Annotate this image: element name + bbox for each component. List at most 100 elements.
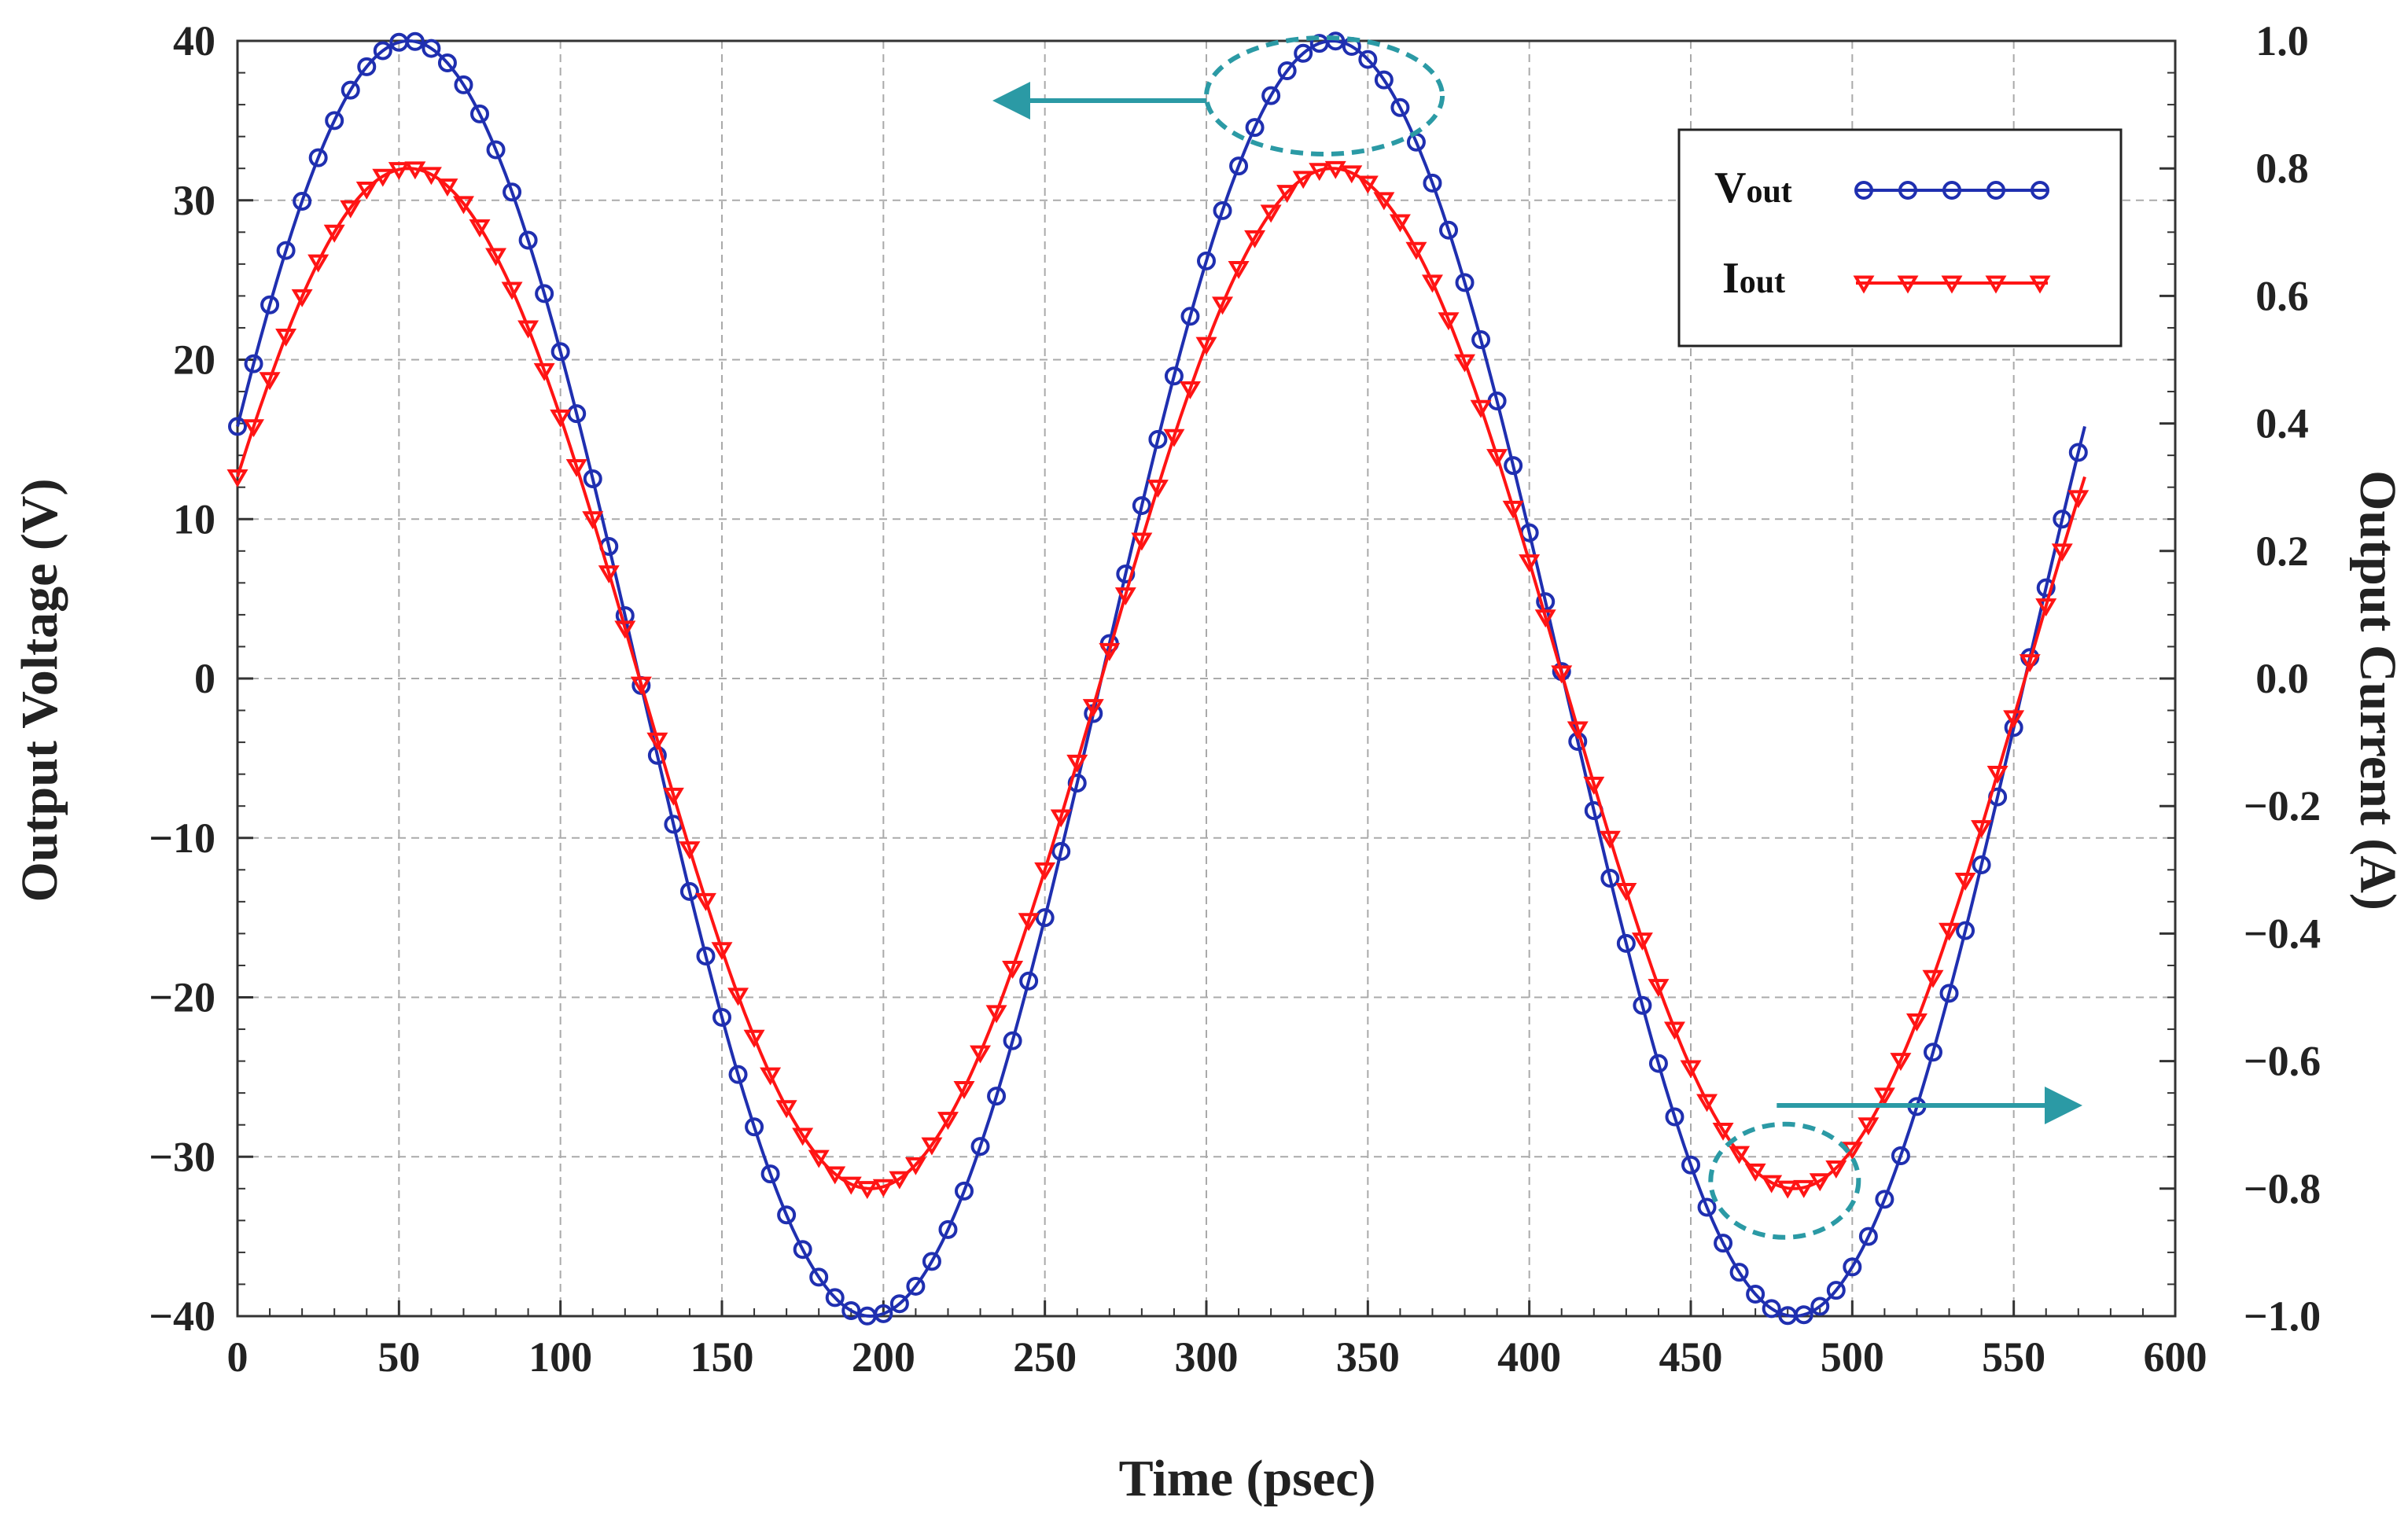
data-point-vout xyxy=(1116,564,1136,583)
data-point-vout xyxy=(1277,61,1297,81)
data-point-iout xyxy=(1018,913,1040,932)
data-point-iout xyxy=(372,168,394,187)
data-point-iout xyxy=(872,1179,894,1197)
data-point-iout xyxy=(953,1081,975,1099)
data-point-vout xyxy=(357,57,377,76)
annotations xyxy=(992,35,2082,1240)
data-point-vout xyxy=(1455,273,1475,292)
y-right-tick-label: 0.0 xyxy=(2255,655,2309,702)
data-point-vout xyxy=(486,140,506,160)
data-point-iout xyxy=(1309,163,1331,182)
data-point-vout xyxy=(535,284,554,303)
data-point-vout xyxy=(1924,1043,1942,1062)
data-point-vout xyxy=(454,75,473,94)
data-point-vout xyxy=(1762,1299,1781,1319)
data-point-iout xyxy=(1292,171,1314,189)
annotation-ellipse-vout xyxy=(1204,35,1445,156)
x-tick-label: 50 xyxy=(377,1333,420,1381)
x-tick-label: 300 xyxy=(1175,1333,1239,1381)
legend-marker-iout xyxy=(1985,275,2007,294)
data-point-vout xyxy=(1003,1031,1022,1050)
data-point-vout xyxy=(728,1065,748,1084)
data-point-vout xyxy=(1294,43,1313,63)
data-point-iout xyxy=(501,281,523,300)
data-point-vout xyxy=(1213,200,1232,220)
y-left-tick-label: 10 xyxy=(173,495,215,542)
data-point-iout xyxy=(662,787,684,806)
data-point-iout xyxy=(679,841,701,860)
data-point-vout xyxy=(308,148,328,167)
data-point-iout xyxy=(2067,490,2090,509)
data-point-vout xyxy=(889,1294,909,1314)
data-point-vout xyxy=(987,1087,1007,1106)
x-tick-label: 100 xyxy=(528,1333,592,1381)
y-left-tick-label: −40 xyxy=(149,1293,215,1340)
data-point-iout xyxy=(1583,776,1605,795)
data-point-iout xyxy=(1195,337,1217,355)
data-point-iout xyxy=(275,328,297,347)
data-point-iout xyxy=(614,620,636,639)
data-point-vout xyxy=(1536,592,1556,612)
data-point-vout xyxy=(276,241,296,260)
data-point-iout xyxy=(1534,609,1556,628)
data-point-iout xyxy=(340,200,362,219)
series-iout xyxy=(226,160,2090,1200)
y-right-tick-label: −0.8 xyxy=(2244,1165,2321,1212)
data-point-iout xyxy=(694,892,716,911)
y-right-tick-label: −0.6 xyxy=(2244,1038,2321,1085)
data-point-iout xyxy=(452,196,474,215)
data-point-vout xyxy=(260,295,280,314)
data-point-iout xyxy=(1502,500,1524,519)
data-point-iout xyxy=(824,1166,846,1185)
data-point-vout xyxy=(567,404,587,424)
x-tick-label: 200 xyxy=(852,1333,915,1381)
x-axis-title: Time (psec) xyxy=(1119,1450,1376,1507)
data-point-iout xyxy=(1615,883,1637,901)
data-point-iout xyxy=(1696,1094,1718,1113)
data-point-iout xyxy=(792,1127,814,1146)
y-right-tick-label: 0.6 xyxy=(2255,272,2309,319)
x-tick-label: 450 xyxy=(1659,1333,1723,1381)
y-right-tick-label: −0.4 xyxy=(2244,910,2321,957)
data-point-vout xyxy=(1714,1234,1733,1253)
data-point-vout xyxy=(1051,841,1071,861)
data-point-iout xyxy=(226,469,249,487)
data-point-iout xyxy=(1082,699,1104,718)
data-point-vout xyxy=(809,1267,829,1287)
data-point-vout xyxy=(777,1205,797,1225)
data-point-iout xyxy=(1986,765,2009,784)
data-point-vout xyxy=(1471,330,1491,350)
legend-marker-iout xyxy=(1853,275,1875,294)
legend-label-vout: Vout xyxy=(1714,164,1792,212)
legend-swatches xyxy=(1853,181,2051,294)
data-point-iout xyxy=(1454,354,1476,373)
x-tick-label: 500 xyxy=(1821,1333,1884,1381)
data-point-iout xyxy=(970,1045,992,1064)
data-point-vout xyxy=(373,41,392,61)
data-point-vout xyxy=(1746,1284,1765,1304)
data-point-vout xyxy=(825,1288,845,1307)
y-left-tick-label: 20 xyxy=(173,337,215,384)
data-point-iout xyxy=(565,458,587,477)
data-point-vout xyxy=(1229,156,1249,176)
annotation-ellipse-iout xyxy=(1708,1121,1861,1240)
data-point-iout xyxy=(1373,192,1395,211)
data-point-iout xyxy=(1405,241,1427,260)
data-point-iout xyxy=(582,511,604,530)
x-tick-label: 400 xyxy=(1497,1333,1561,1381)
data-point-vout xyxy=(293,191,312,211)
data-point-iout xyxy=(711,942,733,961)
y-left-tick-label: 30 xyxy=(173,177,215,224)
data-point-vout xyxy=(793,1240,812,1260)
data-point-iout xyxy=(840,1176,862,1195)
series-line-vout xyxy=(236,39,2086,1319)
y-right-tick-label: 0.4 xyxy=(2255,400,2309,447)
legend-marker-vout xyxy=(1854,181,1873,200)
data-point-iout xyxy=(1744,1163,1766,1182)
data-point-vout xyxy=(1504,456,1523,476)
data-point-iout xyxy=(727,988,749,1006)
x-tick-label: 250 xyxy=(1013,1333,1077,1381)
data-point-vout xyxy=(1035,908,1055,928)
data-point-iout xyxy=(307,254,330,273)
